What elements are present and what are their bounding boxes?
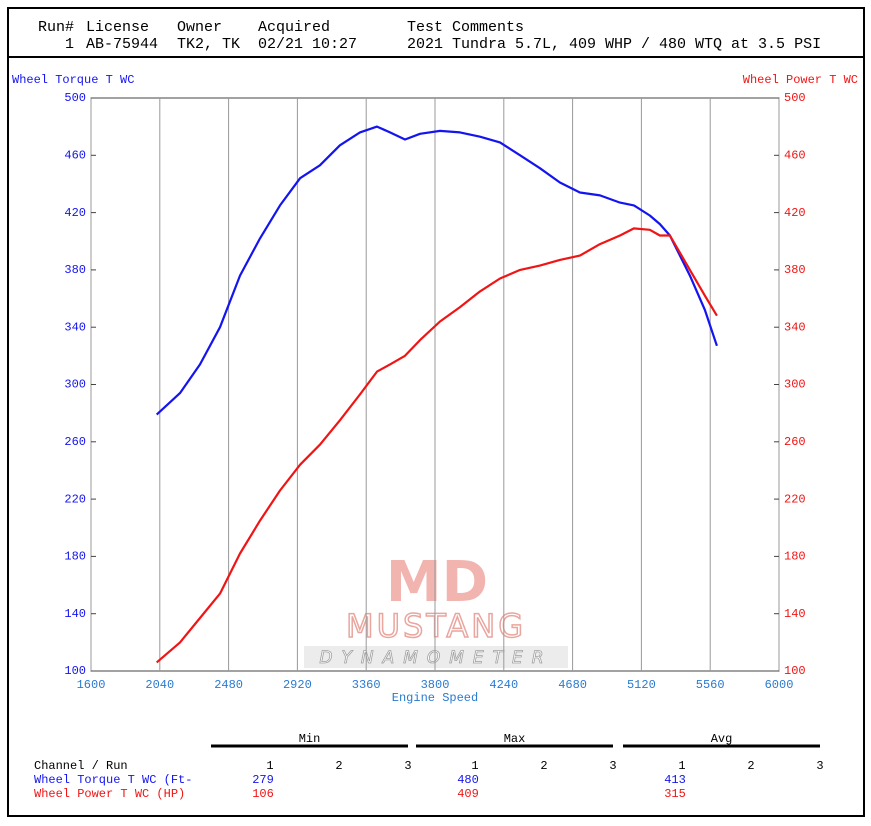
- y2-tick-label: 340: [784, 320, 806, 334]
- x-tick-label: 4240: [489, 678, 518, 692]
- stats-run: 2: [540, 759, 547, 773]
- stats-channel: Wheel Torque T WC (Ft-: [34, 773, 192, 787]
- y2-tick-label: 260: [784, 435, 806, 449]
- y-tick-label: 180: [64, 550, 86, 564]
- stats-run: 2: [335, 759, 342, 773]
- logo-mark: MD: [386, 550, 488, 615]
- header-value: TK2, TK: [177, 36, 240, 53]
- y2-tick-label: 460: [784, 148, 806, 162]
- x-tick-label: 5560: [696, 678, 725, 692]
- y-tick-label: 380: [64, 263, 86, 277]
- header-label: Acquired: [258, 19, 330, 36]
- stats-run: 3: [816, 759, 823, 773]
- y2-tick-label: 180: [784, 550, 806, 564]
- x-tick-label: 2040: [145, 678, 174, 692]
- header-label: License: [86, 19, 149, 36]
- x-tick-label: 1600: [77, 678, 106, 692]
- logo-name: MUSTANG: [346, 607, 526, 645]
- y-tick-label: 260: [64, 435, 86, 449]
- logo-subtitle: DYNAMOMETER: [319, 648, 552, 668]
- stats-run: 3: [404, 759, 411, 773]
- header-box: [7, 7, 865, 58]
- y2-tick-label: 420: [784, 206, 806, 220]
- y-axis-label: Wheel Torque T WC: [12, 73, 134, 87]
- y2-tick-label: 100: [784, 664, 806, 678]
- y-tick-label: 460: [64, 148, 86, 162]
- y-tick-label: 100: [64, 664, 86, 678]
- stats-channel: Wheel Power T WC (HP): [34, 787, 185, 801]
- y2-tick-label: 500: [784, 91, 806, 105]
- x-tick-label: 2480: [214, 678, 243, 692]
- stats-value: 106: [252, 787, 274, 801]
- stats-value: 315: [664, 787, 686, 801]
- header-value: 2021 Tundra 5.7L, 409 WHP / 480 WTQ at 3…: [407, 36, 821, 53]
- x-tick-label: 4680: [558, 678, 587, 692]
- stats-group: Min: [299, 732, 321, 746]
- y2-tick-label: 380: [784, 263, 806, 277]
- logo-band: [304, 646, 568, 668]
- y2-tick-label: 300: [784, 378, 806, 392]
- y-tick-label: 340: [64, 320, 86, 334]
- y-tick-label: 220: [64, 492, 86, 506]
- series-line: [155, 227, 718, 664]
- x-axis-label: Engine Speed: [392, 691, 478, 705]
- stats-value: 480: [457, 773, 479, 787]
- y-tick-label: 300: [64, 378, 86, 392]
- stats-run: 1: [266, 759, 273, 773]
- y-tick-label: 500: [64, 91, 86, 105]
- x-tick-label: 3360: [352, 678, 381, 692]
- y2-axis-label: Wheel Power T WC: [743, 73, 858, 87]
- stats-run: 2: [747, 759, 754, 773]
- header-value: 02/21 10:27: [258, 36, 357, 53]
- header-value: AB-75944: [86, 36, 158, 53]
- series-line: [155, 125, 718, 416]
- stats-value: 413: [664, 773, 686, 787]
- y2-tick-label: 140: [784, 607, 806, 621]
- header-value: 1: [65, 36, 74, 53]
- stats-header: Channel / Run: [34, 759, 128, 773]
- logo: MD MUSTANG DYNAMOMETER: [304, 550, 568, 668]
- stats-run: 1: [678, 759, 685, 773]
- stats-value: 409: [457, 787, 479, 801]
- header-label: Run#: [38, 19, 74, 36]
- x-tick-label: 6000: [765, 678, 794, 692]
- stats-run: 1: [471, 759, 478, 773]
- stats-value: 279: [252, 773, 274, 787]
- header-label: Test Comments: [407, 19, 524, 36]
- x-tick-label: 2920: [283, 678, 312, 692]
- stats-run: 3: [609, 759, 616, 773]
- stats-group: Avg: [711, 732, 733, 746]
- y2-tick-label: 220: [784, 492, 806, 506]
- header-label: Owner: [177, 19, 222, 36]
- x-tick-label: 3800: [421, 678, 450, 692]
- stats-group: Max: [504, 732, 526, 746]
- x-tick-label: 5120: [627, 678, 656, 692]
- y-tick-label: 140: [64, 607, 86, 621]
- y-tick-label: 420: [64, 206, 86, 220]
